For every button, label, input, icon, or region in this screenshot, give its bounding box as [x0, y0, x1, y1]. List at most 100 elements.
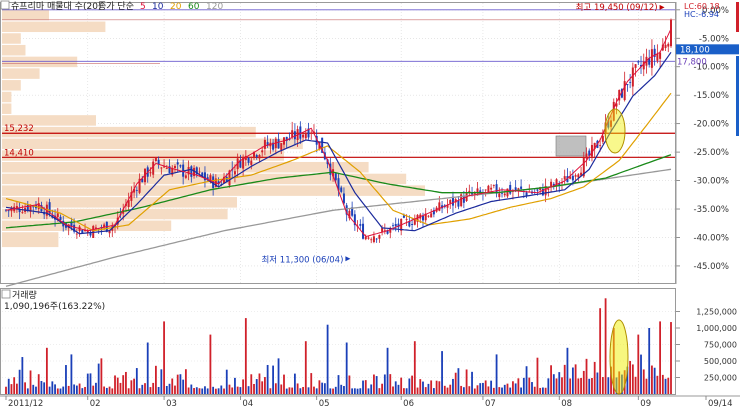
volume-bar — [293, 373, 296, 394]
candle-body — [656, 53, 659, 61]
volume-bar — [253, 383, 255, 394]
candle-body — [479, 190, 482, 193]
volume-bar — [468, 386, 471, 394]
volume-bar — [56, 388, 59, 394]
candle-body — [484, 189, 487, 191]
volume-bar — [182, 379, 185, 394]
volume-bar — [304, 341, 307, 394]
candle-body — [454, 199, 457, 203]
volume-bar — [386, 347, 389, 394]
volume-axis-label: 250,000 — [704, 374, 737, 383]
volume-collapse-icon[interactable] — [1, 289, 11, 299]
candle-body — [70, 221, 73, 227]
volume-bar — [438, 381, 441, 394]
candle-body — [593, 142, 596, 150]
time-axis-label: 07 — [485, 399, 496, 408]
candle-body — [670, 19, 672, 47]
candle-body — [476, 188, 479, 193]
candle-body — [263, 139, 266, 149]
legend-ma-label: 종가 단순 — [98, 1, 134, 12]
volume-bar — [10, 384, 13, 394]
volume-bar — [375, 376, 378, 394]
volume-bar — [313, 386, 315, 394]
volume-bar — [482, 382, 484, 394]
volume-bar — [465, 369, 468, 394]
candle-body — [299, 126, 302, 139]
highlight-box — [555, 135, 587, 157]
candle-body — [173, 165, 176, 168]
legend-collapse-icon[interactable] — [0, 0, 10, 10]
volume-bar — [381, 383, 384, 394]
candle-body — [277, 139, 280, 149]
candle-body — [372, 236, 375, 243]
volume-bar — [413, 341, 416, 394]
volume-bar — [40, 381, 43, 394]
volume-bar — [561, 377, 563, 394]
volume-bar — [179, 374, 182, 394]
time-axis-label: 05 — [319, 399, 330, 408]
candle-body — [659, 52, 662, 59]
volume-bar — [563, 364, 566, 394]
time-axis-label: 03 — [166, 399, 177, 408]
candle-body — [168, 166, 171, 173]
candle-body — [190, 166, 193, 177]
volume-axis-label: 1,250,000 — [696, 308, 737, 317]
volume-bar — [133, 378, 135, 394]
volume-bar — [165, 385, 168, 394]
volume-bar — [92, 385, 95, 394]
volume-bar — [70, 354, 73, 394]
candle-body — [135, 190, 138, 191]
time-axis-label: 02 — [90, 399, 101, 408]
volume-bar — [285, 388, 288, 394]
volume-bar — [291, 387, 294, 394]
candle-body — [225, 176, 228, 183]
candle-body — [272, 142, 275, 150]
volume-bar — [274, 383, 277, 394]
candle-body — [514, 187, 517, 192]
candle-body — [650, 49, 653, 68]
volume-bar — [236, 386, 239, 394]
candle-body — [569, 176, 572, 179]
volume-bar — [629, 360, 632, 394]
volume-profile-bar — [2, 91, 12, 103]
candle-body — [520, 186, 523, 189]
volume-bar — [283, 374, 285, 394]
volume-bar — [13, 377, 16, 394]
volume-bar — [193, 388, 195, 394]
volume-bar — [454, 372, 457, 394]
candle-body — [141, 178, 144, 183]
candle-body — [397, 223, 400, 228]
volume-bar — [59, 388, 62, 394]
candle-body — [160, 167, 163, 169]
volume-profile-bar — [2, 126, 256, 138]
volume-bar — [640, 354, 642, 394]
volume-bar — [329, 388, 332, 394]
candle-body — [629, 82, 632, 83]
candle-body — [157, 159, 160, 165]
candle-body — [457, 200, 460, 207]
candle-body — [509, 185, 512, 194]
volume-bar — [255, 379, 258, 394]
volume-bar — [105, 387, 108, 394]
candle-body — [187, 166, 190, 175]
volume-bar — [492, 387, 495, 394]
candle-body — [285, 136, 288, 141]
volume-profile-bar — [2, 21, 106, 33]
candle-body — [637, 61, 640, 63]
volume-bar — [135, 368, 138, 394]
candle-body — [664, 44, 667, 49]
volume-bar — [242, 379, 245, 394]
volume-bar — [18, 369, 21, 394]
price-axis-label: -25.00% — [694, 148, 729, 158]
candle-body — [498, 193, 501, 198]
candle-body — [258, 154, 261, 159]
volume-bar — [416, 387, 419, 394]
volume-bar — [127, 388, 130, 394]
volume-bar — [261, 381, 264, 394]
volume-bar — [490, 380, 493, 394]
candle-body — [29, 205, 32, 212]
candle-body — [337, 178, 340, 191]
volume-bar — [522, 377, 525, 394]
candle-body — [86, 230, 89, 233]
volume-bar — [157, 387, 160, 394]
